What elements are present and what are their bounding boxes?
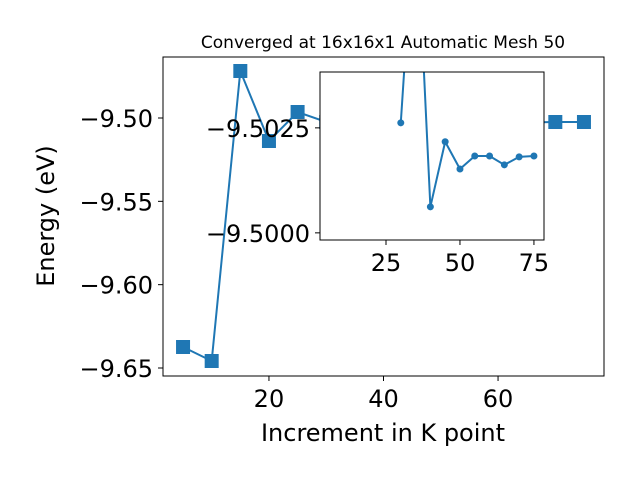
marker xyxy=(530,152,538,160)
marker xyxy=(486,152,494,160)
y-axis-label: Energy (eV) xyxy=(32,145,60,287)
marker xyxy=(397,119,405,127)
marker xyxy=(576,115,591,129)
x-tick-label: 20 xyxy=(254,385,285,413)
y-tick-label: −9.5000 xyxy=(206,220,310,248)
marker xyxy=(456,165,464,173)
marker xyxy=(515,153,523,161)
marker xyxy=(204,354,219,368)
marker xyxy=(233,64,248,78)
y-tick-label: −9.65 xyxy=(79,355,153,383)
marker xyxy=(471,152,479,160)
marker xyxy=(500,161,508,169)
y-tick-label: −9.55 xyxy=(79,188,153,216)
y-tick-label: −9.60 xyxy=(79,272,153,300)
marker xyxy=(426,203,434,211)
marker xyxy=(176,340,191,354)
series-line xyxy=(399,72,534,208)
marker xyxy=(261,134,276,148)
x-tick-label: 25 xyxy=(371,249,402,277)
plot-clip xyxy=(397,72,538,211)
plot-area xyxy=(320,72,544,240)
y-tick-label: −9.5025 xyxy=(206,115,310,143)
x-axis-label: Increment in K point xyxy=(261,419,505,447)
x-tick-label: 75 xyxy=(519,249,550,277)
y-tick-label: −9.50 xyxy=(79,105,153,133)
marker xyxy=(441,138,449,146)
marker xyxy=(548,115,563,129)
x-tick-label: 40 xyxy=(368,385,399,413)
chart-title: Converged at 16x16x1 Automatic Mesh 50 xyxy=(201,33,565,53)
marker xyxy=(290,105,305,119)
x-tick-label: 60 xyxy=(483,385,514,413)
axes-frame xyxy=(319,71,545,241)
x-tick-label: 50 xyxy=(445,249,476,277)
